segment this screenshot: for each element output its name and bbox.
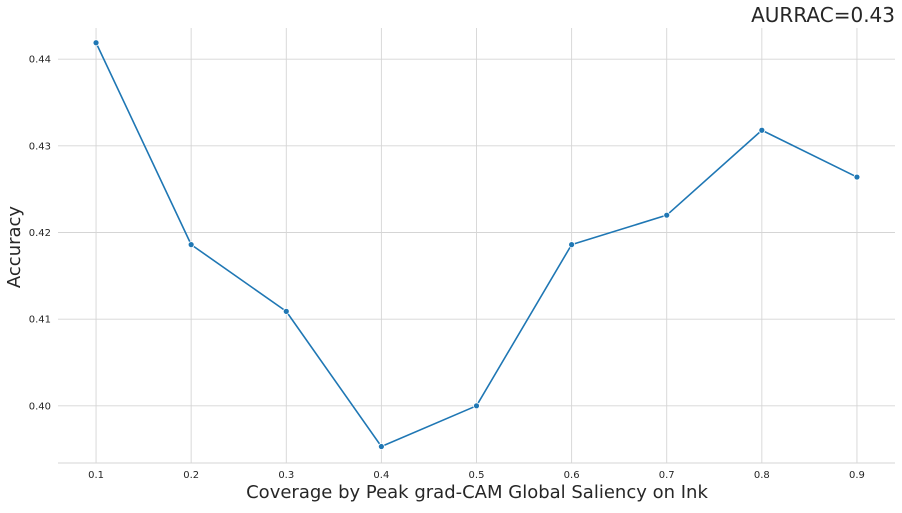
y-tick-label: 0.40 (29, 401, 51, 412)
y-tick-label: 0.43 (29, 141, 51, 152)
y-tick-label: 0.44 (29, 55, 51, 66)
x-tick-label: 0.6 (564, 470, 580, 481)
x-tick-label: 0.3 (278, 470, 294, 481)
x-tick-label: 0.5 (469, 470, 485, 481)
y-tick-label: 0.41 (29, 315, 51, 326)
chart-title: AURRAC=0.43 (751, 3, 895, 27)
data-point (473, 402, 480, 410)
x-tick-label: 0.7 (659, 470, 675, 481)
data-point (187, 241, 195, 249)
data-point (92, 39, 100, 47)
data-point (758, 126, 766, 134)
x-gridlines (95, 28, 858, 463)
y-gridlines (58, 58, 895, 407)
data-point (663, 211, 671, 219)
x-tick-label: 0.1 (88, 470, 104, 481)
x-tick-label: 0.8 (754, 470, 770, 481)
x-tick-label: 0.4 (373, 470, 389, 481)
data-point (853, 173, 861, 181)
data-point (377, 443, 385, 450)
data-point (282, 307, 290, 315)
y-axis-title: Accuracy (4, 206, 25, 289)
series-group (92, 39, 861, 450)
x-axis-title: Coverage by Peak grad-CAM Global Salienc… (246, 482, 708, 503)
x-tick-label: 0.2 (183, 470, 199, 481)
x-tick-label: 0.9 (849, 470, 865, 481)
x-tick-labels: 0.1 0.2 0.3 0.4 0.5 0.6 0.7 0.8 0.9 (88, 470, 865, 481)
y-tick-label: 0.42 (29, 228, 51, 239)
data-point (568, 241, 576, 249)
y-tick-labels: 0.40 0.41 0.42 0.43 0.44 (29, 55, 51, 413)
